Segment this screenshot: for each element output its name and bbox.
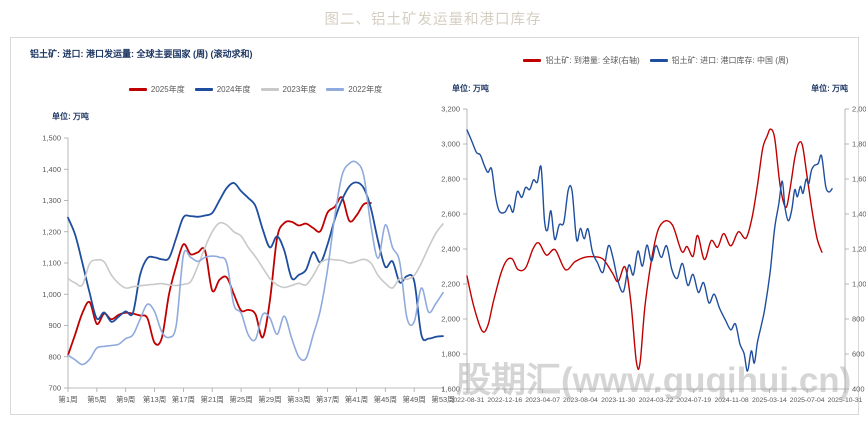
series-line-2022年度: [67, 160, 444, 366]
legend-label: 2024年度: [216, 85, 251, 94]
y-axis-left-label: 2,200: [441, 280, 460, 289]
y-axis-label: 1,100: [42, 259, 61, 268]
x-axis-label: 2024-03-22: [639, 397, 674, 404]
x-axis-label: 2022-08-31: [450, 397, 485, 404]
y-axis-right-label: 1,600: [852, 175, 866, 184]
x-axis-label: 第21周: [201, 394, 224, 404]
y-axis-right-label: 2,000: [852, 105, 866, 114]
y-axis-label: 700: [48, 384, 61, 393]
y-axis-right-label: 600: [852, 350, 865, 359]
legend-label: 铝土矿: 进口: 港口库存: 中国 (周): [671, 56, 789, 65]
y-axis-right-label: 1,400: [852, 210, 866, 219]
y-axis-left-label: 1,800: [441, 350, 460, 359]
y-axis-label: 1,000: [42, 290, 61, 299]
x-axis-label: 第17周: [172, 394, 195, 404]
legend-label: 2022年度: [348, 85, 383, 94]
legend-swatch: [128, 88, 147, 91]
x-axis-label: 2023-11-30: [601, 397, 635, 404]
x-axis-label: 第41周: [345, 394, 368, 404]
series-line-铝土矿: 进口: 港口库存: 中国 (周): [466, 129, 833, 372]
x-axis-label: 2023-04-07: [525, 397, 560, 404]
legend-label: 2023年度: [282, 85, 317, 94]
x-axis-label: 2025-10-31: [828, 397, 863, 404]
y-axis-label: 1,400: [42, 165, 61, 174]
y-axis-right-label: 400: [852, 385, 865, 394]
y-axis-label: 1,500: [42, 134, 61, 143]
right-chart-unit-right: 单位: 万吨: [811, 84, 848, 93]
right-chart-legend: 铝土矿: 到港量: 全球(右轴) 铝土矿: 进口: 港口库存: 中国 (周): [467, 55, 845, 66]
series-line-2025年度: [67, 196, 372, 357]
x-axis-label: 2024-11-08: [714, 397, 748, 404]
x-axis-label: 第1周: [58, 394, 77, 404]
y-axis-label: 1,200: [42, 227, 61, 236]
legend-item: 铝土矿: 到港量: 全球(右轴): [523, 55, 640, 66]
y-axis-right-label: 800: [852, 315, 865, 324]
y-axis-right-label: 1,800: [852, 140, 866, 149]
legend-label: 2025年度: [150, 85, 185, 94]
left-chart-legend: 2025年度 2024年度 2023年度 2022年度: [68, 84, 443, 95]
legend-swatch: [194, 88, 213, 91]
watermark: 股期汇(www.guqihui.cn): [456, 361, 852, 400]
legend-item: 2022年度: [326, 84, 382, 95]
x-axis-label: 2025-03-14: [752, 397, 787, 404]
series-line-铝土矿: 到港量: 全球(右轴): [466, 128, 823, 371]
legend-item: 2024年度: [194, 84, 251, 95]
left-chart-title: 铝土矿: 进口: 港口发运量: 全球主要国家 (周) (滚动求和): [30, 49, 253, 59]
y-axis-left-label: 3,000: [441, 140, 460, 149]
x-axis-label: 第49周: [402, 394, 425, 404]
y-axis-left-label: 1,600: [441, 385, 460, 394]
legend-swatch: [260, 88, 279, 91]
left-chart-unit: 单位: 万吨: [52, 112, 89, 121]
y-axis-left-label: 3,200: [441, 105, 460, 114]
y-axis-right-label: 1,200: [852, 245, 866, 254]
x-axis-label: 第5周: [87, 394, 106, 404]
x-axis-label: 2023-08-04: [563, 397, 598, 404]
x-axis-label: 第9周: [116, 394, 135, 404]
x-axis-label: 第45周: [374, 394, 397, 404]
x-axis-label: 2022-12-16: [487, 397, 522, 404]
x-axis-label: 第29周: [258, 394, 281, 404]
legend-item: 2025年度: [128, 84, 185, 95]
x-axis-label: 第37周: [316, 394, 339, 404]
series-line-2023年度: [67, 221, 444, 289]
y-axis-label: 800: [48, 352, 61, 361]
figure-title: 图二、铝土矿发运量和港口库存: [324, 12, 542, 28]
y-axis-left-label: 2,800: [441, 175, 460, 184]
y-axis-label: 900: [48, 321, 61, 330]
legend-label: 铝土矿: 到港量: 全球(右轴): [545, 56, 640, 65]
y-axis-left-label: 2,600: [441, 210, 460, 219]
x-axis-label: 第25周: [229, 394, 252, 404]
y-axis-left-label: 2,400: [441, 245, 460, 254]
x-axis-label: 第53周: [431, 394, 454, 404]
y-axis-left-label: 2,000: [441, 315, 460, 324]
legend-swatch: [523, 59, 542, 62]
legend-item: 2023年度: [260, 84, 317, 95]
y-axis-label: 1,300: [42, 196, 61, 205]
x-axis-label: 2024-07-19: [676, 397, 711, 404]
legend-item: 铝土矿: 进口: 港口库存: 中国 (周): [649, 55, 789, 66]
chart-frame: [10, 37, 859, 415]
legend-swatch: [649, 59, 668, 62]
right-chart-unit-left: 单位: 万吨: [452, 84, 489, 93]
y-axis-right-label: 1,000: [852, 280, 866, 289]
legend-swatch: [326, 88, 345, 91]
x-axis-label: 第13周: [143, 394, 166, 404]
x-axis-label: 第33周: [287, 394, 310, 404]
x-axis-label: 2025-07-04: [790, 397, 825, 404]
